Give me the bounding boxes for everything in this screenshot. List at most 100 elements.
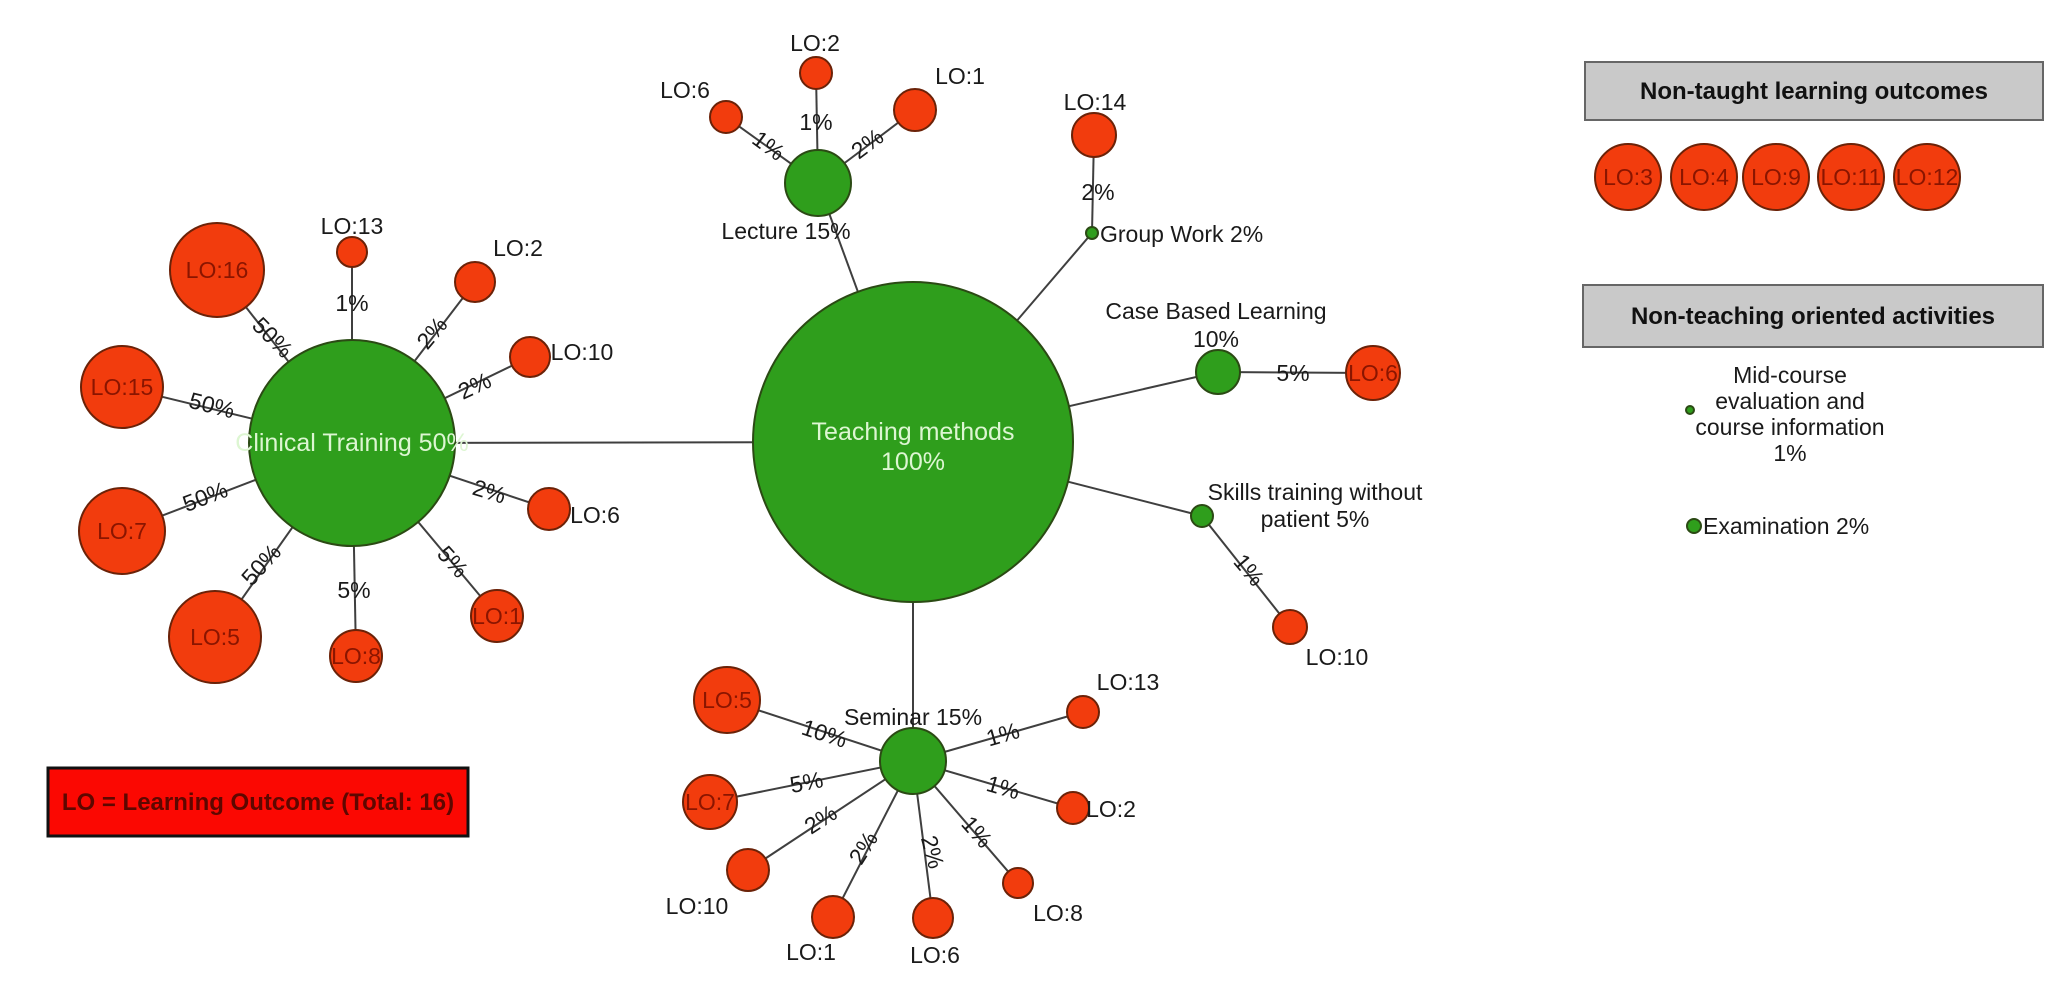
skills-training-dot — [1190, 504, 1214, 528]
seminar-lo8-circle — [1002, 867, 1034, 899]
cluster-group-work: Group Work 2% LO:14 2% — [1064, 89, 1264, 247]
seminar-lo13-label: LO:13 — [1097, 669, 1160, 695]
lecture-lo1-circle — [893, 88, 937, 132]
clinical-lo1-circle — [470, 589, 524, 643]
non-taught-lo12-circle — [1893, 143, 1961, 211]
non-taught-lo11-circle — [1817, 143, 1885, 211]
seminar-lo10-circle — [726, 848, 770, 892]
clinical-lo13-label: LO:13 — [321, 213, 384, 239]
lecture-lo6-label: LO:6 — [660, 77, 710, 103]
clinical-lo7-label: LO:7 — [97, 518, 147, 544]
examination-label: Examination 2% — [1703, 513, 1869, 539]
seminar-lo10-pct: 2% — [800, 799, 842, 839]
casebased-lo6-pct: 5% — [1276, 360, 1309, 386]
lecture-lo1-label: LO:1 — [935, 63, 985, 89]
cluster-lecture: Lecture 15% LO:6 1% LO:2 1% LO:1 2% — [660, 30, 985, 244]
clinical-lo8-pct: 5% — [337, 577, 370, 603]
clinical-lo5-circle — [168, 590, 262, 684]
cluster-case-based: Case Based Learning 10% LO:6 5% — [1105, 298, 1401, 401]
seminar-lo13-pct: 1% — [983, 717, 1022, 751]
seminar-lo2-label: LO:2 — [1086, 796, 1136, 822]
casebased-lo6-label: LO:6 — [1348, 360, 1398, 386]
mid-course-line1: Mid-course — [1733, 362, 1847, 388]
seminar-label: Seminar 15% — [844, 704, 982, 730]
clinical-lo8-label: LO:8 — [331, 643, 381, 669]
panel-non-taught: Non-taught learning outcomes LO:3 LO:4 L… — [1584, 61, 2044, 211]
case-based-circle — [1195, 349, 1241, 395]
clinical-lo6-label: LO:6 — [570, 502, 620, 528]
legend-label: LO = Learning Outcome (Total: 16) — [62, 789, 454, 816]
casebased-lo6-circle — [1345, 345, 1401, 401]
teaching-methods-title: Teaching methods — [812, 418, 1015, 446]
clinical-lo6-pct: 2% — [470, 474, 509, 509]
seminar-lo2-pct: 1% — [984, 770, 1023, 804]
clinical-lo15-pct: 50% — [186, 387, 237, 423]
mid-course-dot — [1685, 405, 1695, 415]
non-taught-title: Non-taught learning outcomes — [1640, 78, 1988, 105]
non-taught-lo3-circle — [1594, 143, 1662, 211]
skills-lo10-circle — [1272, 609, 1308, 645]
mid-course-line2: evaluation and — [1715, 388, 1865, 414]
cluster-skills-training: Skills training without patient 5% LO:10… — [1190, 479, 1423, 670]
examination-dot — [1686, 518, 1702, 534]
clinical-lo15-circle — [80, 345, 164, 429]
clinical-lo7-pct: 50% — [179, 476, 231, 517]
skills-training-label-line2: patient 5% — [1261, 506, 1370, 532]
seminar-lo7-label: LO:7 — [685, 789, 735, 815]
non-taught-header-rect — [1584, 61, 2044, 121]
lecture-circle — [784, 149, 852, 217]
seminar-lo1-circle — [811, 895, 855, 939]
seminar-lo13-circle — [1066, 695, 1100, 729]
clinical-lo10-circle — [509, 336, 551, 378]
non-taught-lo11-label: LO:11 — [1821, 164, 1882, 190]
node-teaching-methods: Teaching methods 100% — [752, 281, 1074, 603]
clinical-lo10-label: LO:10 — [551, 339, 614, 365]
skills-training-label-line1: Skills training without — [1208, 479, 1423, 505]
clinical-training-circle — [248, 339, 456, 547]
legend-box: LO = Learning Outcome (Total: 16) — [46, 766, 470, 838]
clinical-lo16-label: LO:16 — [186, 257, 249, 283]
groupwork-lo14-label: LO:14 — [1064, 89, 1127, 115]
seminar-lo6-pct: 2% — [916, 833, 950, 872]
seminar-circle — [879, 727, 947, 795]
seminar-lo6-label: LO:6 — [910, 942, 960, 968]
group-work-label: Group Work 2% — [1100, 221, 1263, 247]
case-based-pct: 10% — [1193, 326, 1239, 352]
clinical-lo10-pct: 2% — [454, 367, 495, 405]
edge-skills-lo10 — [1201, 515, 1291, 628]
clinical-lo13-circle — [336, 236, 368, 268]
clinical-lo16-circle — [169, 222, 265, 318]
clinical-lo7-circle — [78, 487, 166, 575]
lecture-lo2-label: LO:2 — [790, 30, 840, 56]
non-teaching-header-rect — [1582, 284, 2044, 348]
panel-non-teaching: Non-teaching oriented activities Mid-cou… — [1582, 284, 2044, 539]
legend-rect — [46, 766, 470, 838]
seminar-lo8-label: LO:8 — [1033, 900, 1083, 926]
edge-seminar-lo7 — [709, 760, 914, 803]
seminar-lo5-label: LO:5 — [702, 687, 752, 713]
non-taught-lo3-label: LO:3 — [1603, 164, 1653, 190]
groupwork-lo14-circle — [1071, 112, 1117, 158]
seminar-lo6-circle — [912, 897, 954, 939]
seminar-lo7-circle — [682, 774, 738, 830]
non-taught-lo12-label: LO:12 — [1896, 164, 1959, 190]
case-based-title: Case Based Learning — [1105, 298, 1326, 324]
lecture-lo6-pct: 1% — [748, 125, 790, 166]
seminar-lo8-pct: 1% — [956, 811, 997, 853]
lecture-lo2-pct: 1% — [799, 109, 832, 135]
seminar-lo2-circle — [1056, 791, 1090, 825]
clinical-lo13-pct: 1% — [335, 290, 368, 316]
non-teaching-title: Non-teaching oriented activities — [1631, 303, 1995, 330]
clinical-lo15-label: LO:15 — [91, 374, 154, 400]
clinical-lo2-circle — [454, 261, 496, 303]
lecture-label: Lecture 15% — [721, 218, 850, 244]
cluster-seminar: Seminar 15% LO:5 10% LO:7 5% LO:10 2% LO… — [666, 666, 1160, 968]
group-work-dot — [1085, 226, 1099, 240]
clinical-lo1-label: LO:1 — [472, 603, 522, 629]
clinical-lo5-label: LO:5 — [190, 624, 240, 650]
clinical-lo2-label: LO:2 — [493, 235, 543, 261]
teaching-methods-circle — [752, 281, 1074, 603]
non-taught-lo9-circle — [1742, 143, 1810, 211]
